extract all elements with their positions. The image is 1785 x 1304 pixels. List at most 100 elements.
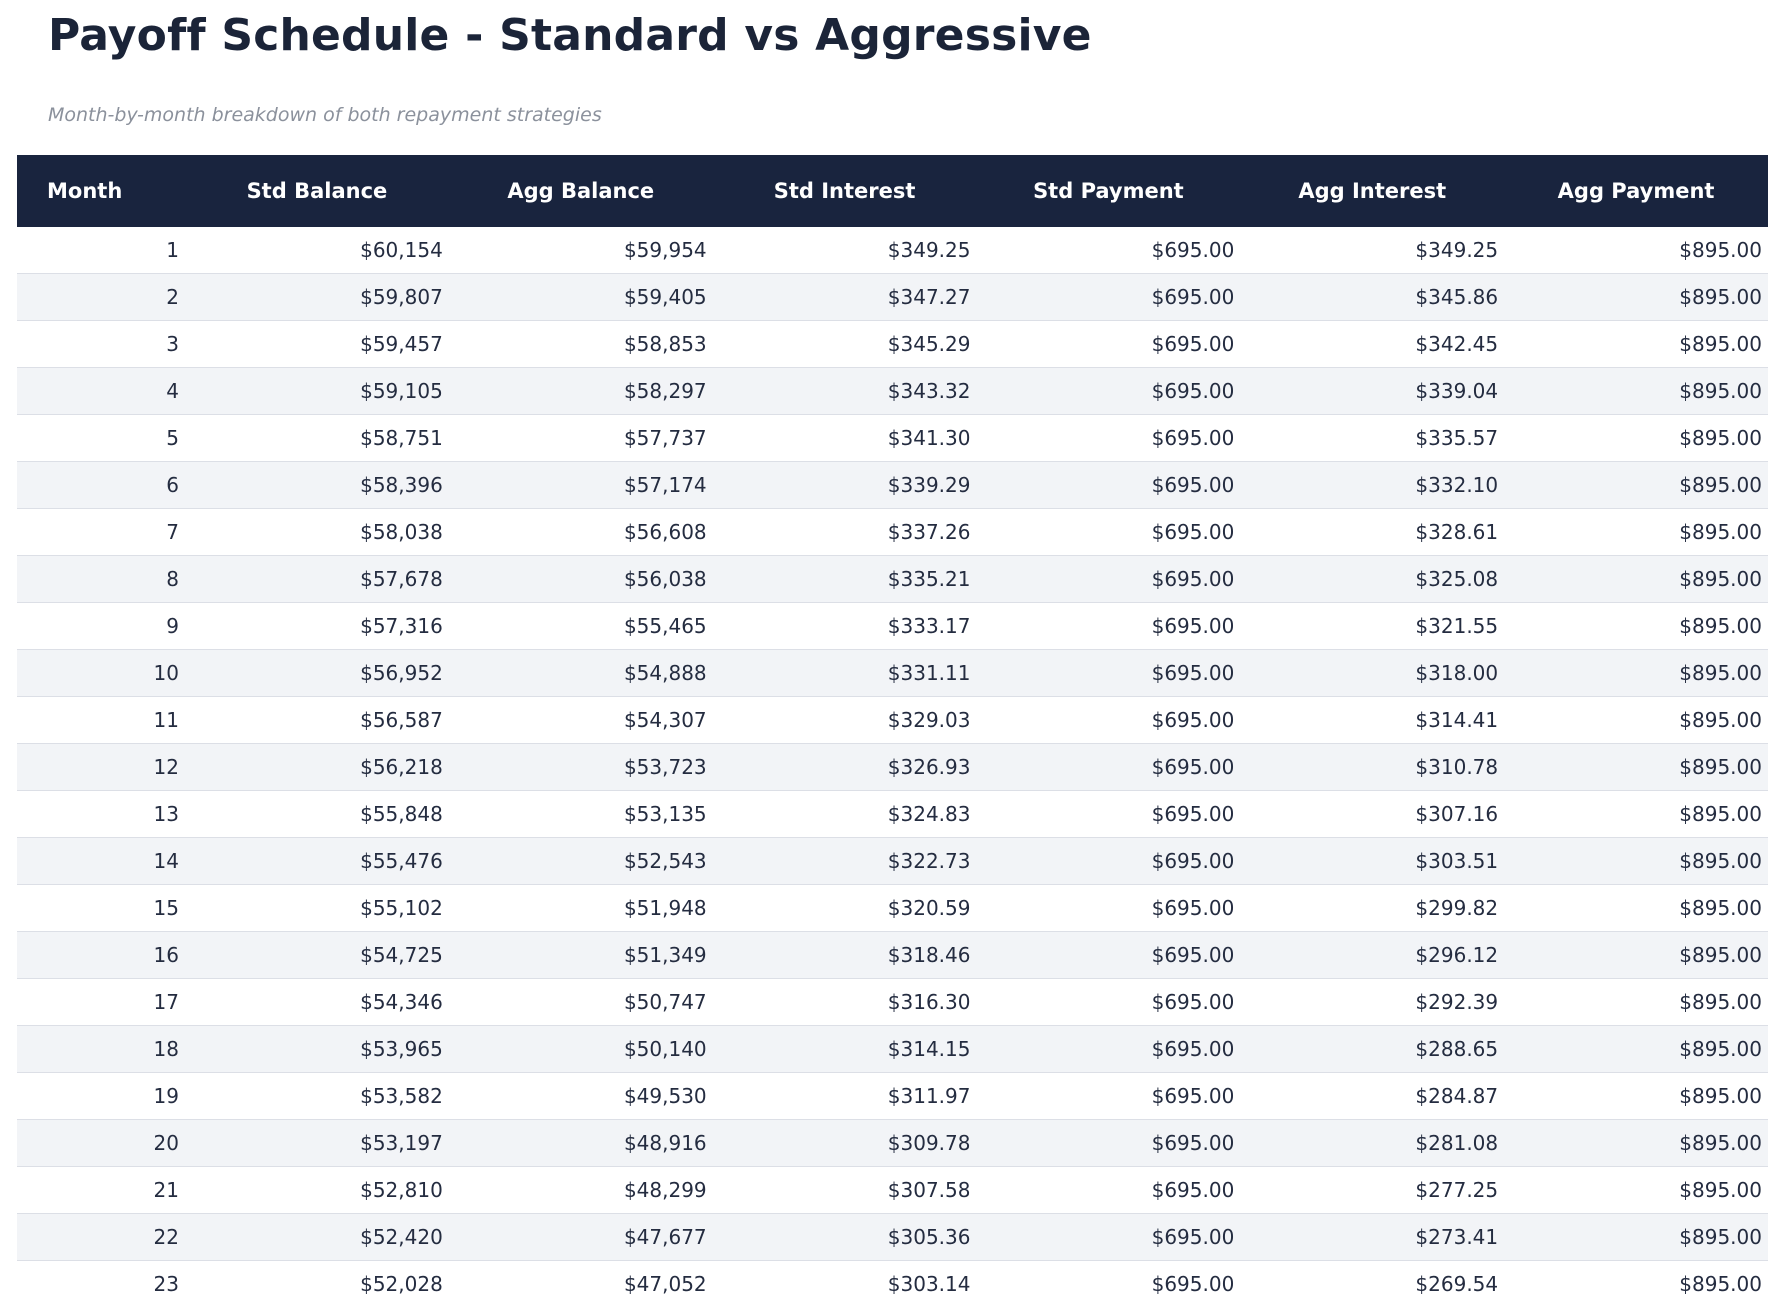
table-row: 14 $55,476 $52,543 $322.73 $695.00 $303.51 $89… [17, 837, 1768, 885]
table-cell: $349.25 [1240, 226, 1505, 274]
table-cell: $292.39 [1240, 978, 1505, 1026]
table-row: 21 $52,810 $48,299 $307.58 $695.00 $277.25 $89… [17, 1166, 1768, 1214]
table-row: 8 $57,678 $56,038 $335.21 $695.00 $325.08 $895… [17, 555, 1768, 603]
table-cell: $57,174 [448, 461, 713, 509]
table-cell: $305.36 [712, 1213, 977, 1261]
table-cell: 4 [17, 367, 185, 415]
table-cell: 1 [17, 226, 185, 274]
table-cell: $695.00 [976, 367, 1241, 415]
table-cell: $54,888 [448, 649, 713, 697]
table-cell: $58,396 [185, 461, 449, 509]
table-cell: $316.30 [712, 978, 977, 1026]
table-cell: 6 [17, 461, 185, 509]
table-cell: $695.00 [976, 226, 1241, 274]
table-cell: $326.93 [712, 743, 977, 791]
table-cell: $57,737 [448, 414, 713, 462]
table-cell: $296.12 [1240, 931, 1505, 979]
table-cell: $307.58 [712, 1166, 977, 1214]
table-cell: $56,952 [185, 649, 449, 697]
table-cell: $695.00 [976, 320, 1241, 368]
table-cell: $895.00 [1504, 743, 1768, 791]
table-cell: $58,297 [448, 367, 713, 415]
table-cell: 3 [17, 320, 185, 368]
table-cell: $309.78 [712, 1119, 977, 1167]
table-cell: $299.82 [1240, 884, 1505, 932]
table-cell: $320.59 [712, 884, 977, 932]
table-cell: $50,140 [448, 1025, 713, 1073]
table-row: 3 $59,457 $58,853 $345.29 $695.00 $342.45 $895… [17, 320, 1768, 368]
table-cell: $59,405 [448, 273, 713, 321]
table-cell: $337.26 [712, 508, 977, 556]
table-cell: $695.00 [976, 414, 1241, 462]
table-row: 16 $54,725 $51,349 $318.46 $695.00 $296.12 $89… [17, 931, 1768, 979]
table-row: 7 $58,038 $56,608 $337.26 $695.00 $328.61 $895… [17, 508, 1768, 556]
table-cell: $53,965 [185, 1025, 449, 1073]
table-cell: $695.00 [976, 884, 1241, 932]
table-cell: $328.61 [1240, 508, 1505, 556]
table-cell: 14 [17, 837, 185, 885]
table-cell: 19 [17, 1072, 185, 1120]
table-cell: 5 [17, 414, 185, 462]
table-cell: $895.00 [1504, 226, 1768, 274]
table-cell: $52,543 [448, 837, 713, 885]
table-cell: $51,948 [448, 884, 713, 932]
table-cell: $52,810 [185, 1166, 449, 1214]
table-row: 5 $58,751 $57,737 $341.30 $695.00 $335.57 $895… [17, 414, 1768, 462]
table-cell: $333.17 [712, 602, 977, 650]
table-cell: $335.21 [712, 555, 977, 603]
table-cell: $695.00 [976, 461, 1241, 509]
table-cell: $47,677 [448, 1213, 713, 1261]
table-header-row: Month Std Balance Agg Balance Std Interest S… [17, 154, 1768, 227]
table-cell: $695.00 [976, 508, 1241, 556]
table-cell: 11 [17, 696, 185, 744]
table-cell: $58,751 [185, 414, 449, 462]
table-cell: $895.00 [1504, 1213, 1768, 1261]
table-row: 12 $56,218 $53,723 $326.93 $695.00 $310.78 $89… [17, 743, 1768, 791]
column-header-agg-interest: Agg Interest [1240, 154, 1505, 227]
table-cell: $48,916 [448, 1119, 713, 1167]
table-cell: $269.54 [1240, 1260, 1505, 1304]
column-header-std-balance: Std Balance [185, 154, 449, 227]
table-cell: $895.00 [1504, 414, 1768, 462]
table-cell: $54,307 [448, 696, 713, 744]
table-cell: 17 [17, 978, 185, 1026]
table-row: 18 $53,965 $50,140 $314.15 $695.00 $288.65 $89… [17, 1025, 1768, 1073]
table-cell: $59,105 [185, 367, 449, 415]
table-cell: $57,678 [185, 555, 449, 603]
payoff-schedule-table: Month Std Balance Agg Balance Std Interest S… [17, 154, 1768, 1304]
table-cell: $335.57 [1240, 414, 1505, 462]
column-header-agg-payment: Agg Payment [1504, 154, 1768, 227]
table-row: 10 $56,952 $54,888 $331.11 $695.00 $318.00 $89… [17, 649, 1768, 697]
table-row: 11 $56,587 $54,307 $329.03 $695.00 $314.41 $89… [17, 696, 1768, 744]
table-row: 1 $60,154 $59,954 $349.25 $695.00 $349.25 $895… [17, 226, 1768, 274]
table-cell: $50,747 [448, 978, 713, 1026]
table-cell: $695.00 [976, 1072, 1241, 1120]
table-cell: $895.00 [1504, 273, 1768, 321]
table-cell: 10 [17, 649, 185, 697]
table-cell: $54,346 [185, 978, 449, 1026]
table-cell: $895.00 [1504, 602, 1768, 650]
column-header-std-payment: Std Payment [976, 154, 1241, 227]
table-cell: $695.00 [976, 555, 1241, 603]
table-row: 6 $58,396 $57,174 $339.29 $695.00 $332.10 $895… [17, 461, 1768, 509]
table-cell: $49,530 [448, 1072, 713, 1120]
table-cell: $311.97 [712, 1072, 977, 1120]
table-cell: $341.30 [712, 414, 977, 462]
table-cell: $695.00 [976, 602, 1241, 650]
table-cell: $318.00 [1240, 649, 1505, 697]
table-cell: $343.32 [712, 367, 977, 415]
table-cell: 23 [17, 1260, 185, 1304]
table-cell: $895.00 [1504, 1260, 1768, 1304]
table-cell: 15 [17, 884, 185, 932]
table-cell: $307.16 [1240, 790, 1505, 838]
table-cell: 12 [17, 743, 185, 791]
table-cell: 18 [17, 1025, 185, 1073]
table-cell: $55,465 [448, 602, 713, 650]
table-cell: $58,853 [448, 320, 713, 368]
table-cell: $695.00 [976, 1166, 1241, 1214]
table-cell: $895.00 [1504, 1072, 1768, 1120]
table-cell: $53,723 [448, 743, 713, 791]
table-cell: $339.29 [712, 461, 977, 509]
table-cell: $325.08 [1240, 555, 1505, 603]
